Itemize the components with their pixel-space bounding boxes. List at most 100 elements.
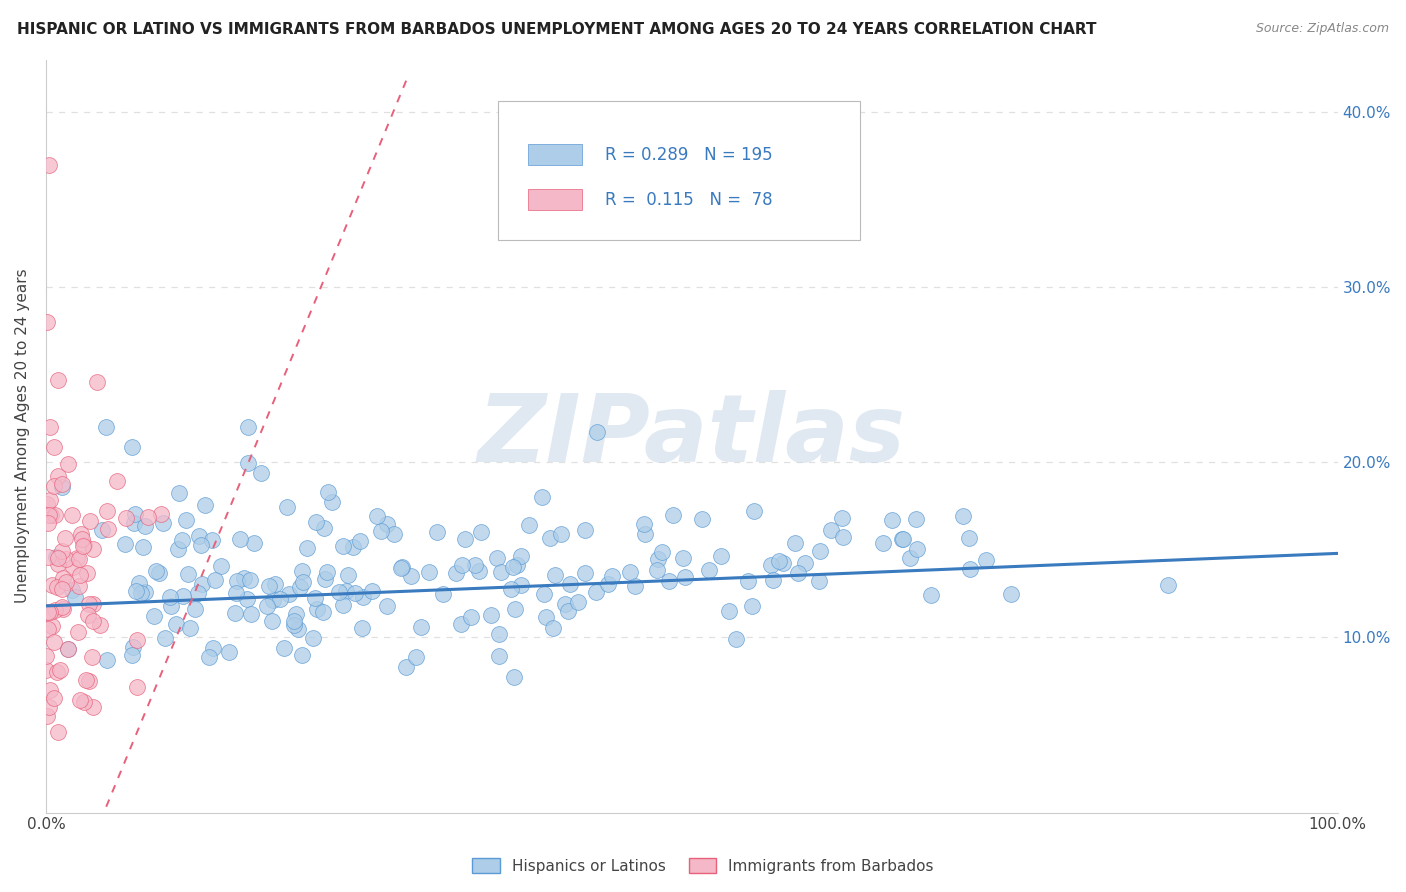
Point [366,509,388,524]
Point [134,518,156,533]
Point [250,466,273,480]
Point [90,524,112,538]
Point [44,602,66,616]
Point [697,563,720,577]
Point [510,549,533,564]
Point [243,536,266,550]
Point [534,609,557,624]
Point [343,586,366,600]
Point [337,567,360,582]
Point [488,649,510,664]
Point [737,574,759,588]
Point [302,631,325,645]
Legend: Hispanics or Latinos, Immigrants from Barbados: Hispanics or Latinos, Immigrants from Ba… [465,852,941,880]
Point [187,586,209,600]
Point [45,549,67,564]
Point [48,372,70,386]
Point [184,602,207,616]
Point [202,641,225,656]
Point [129,586,152,600]
Point [662,508,685,523]
Point [38,508,60,522]
Point [35,497,58,511]
Point [236,456,259,470]
Point [432,586,454,600]
Point [277,587,299,601]
Point [287,622,309,636]
Point [238,420,260,434]
Point [62,508,84,523]
Point [51,480,73,494]
Point [808,544,831,558]
Point [585,584,607,599]
Point [46,551,69,566]
Point [76,608,98,623]
Point [65,550,87,565]
Point [370,524,392,539]
Point [724,632,747,646]
Point [832,530,855,544]
Point [60,582,83,597]
Point [124,584,146,599]
Point [114,511,136,525]
Point [283,618,305,632]
Y-axis label: Unemployment Among Ages 20 to 24 years: Unemployment Among Ages 20 to 24 years [15,268,30,603]
Point [503,670,526,684]
Point [352,590,374,604]
Point [391,560,413,574]
Point [1157,578,1180,592]
Point [557,604,579,618]
Point [658,574,681,589]
Point [450,617,472,632]
Point [72,539,94,553]
Point [905,542,928,557]
Point [76,566,98,581]
Point [42,440,65,454]
Point [377,599,399,614]
Point [517,518,540,533]
Point [315,565,337,579]
Point [350,621,373,635]
Point [105,474,128,488]
Point [292,574,315,589]
Point [671,550,693,565]
Point [454,532,477,546]
Point [122,516,145,530]
Point [56,641,79,656]
Point [41,577,63,591]
Point [560,576,582,591]
Point [905,512,928,526]
Point [67,625,90,640]
Point [82,541,104,556]
Point [291,648,314,663]
Point [62,560,84,574]
Point [382,526,405,541]
Point [891,532,914,546]
Point [624,578,647,592]
Point [46,580,69,594]
Point [37,549,59,564]
Point [405,649,427,664]
Point [273,641,295,656]
Point [51,582,73,596]
Point [314,572,336,586]
Point [79,514,101,528]
Point [391,560,413,574]
Point [567,595,589,609]
Point [262,592,284,607]
Point [898,550,921,565]
Point [94,420,117,434]
Point [179,621,201,635]
Point [56,457,79,471]
Point [316,485,339,500]
Point [872,535,894,549]
Point [785,536,807,550]
Point [236,592,259,607]
Point [124,507,146,521]
Point [225,586,247,600]
Point [305,516,328,530]
Point [257,579,280,593]
Point [177,566,200,581]
Point [768,554,790,568]
Point [38,700,60,714]
